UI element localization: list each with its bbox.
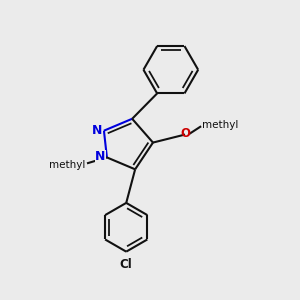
Text: Cl: Cl [120,258,133,271]
Text: methyl: methyl [50,160,86,170]
Text: N: N [95,150,106,163]
Text: methyl: methyl [202,120,238,130]
Text: O: O [180,127,190,140]
Text: N: N [92,124,103,136]
